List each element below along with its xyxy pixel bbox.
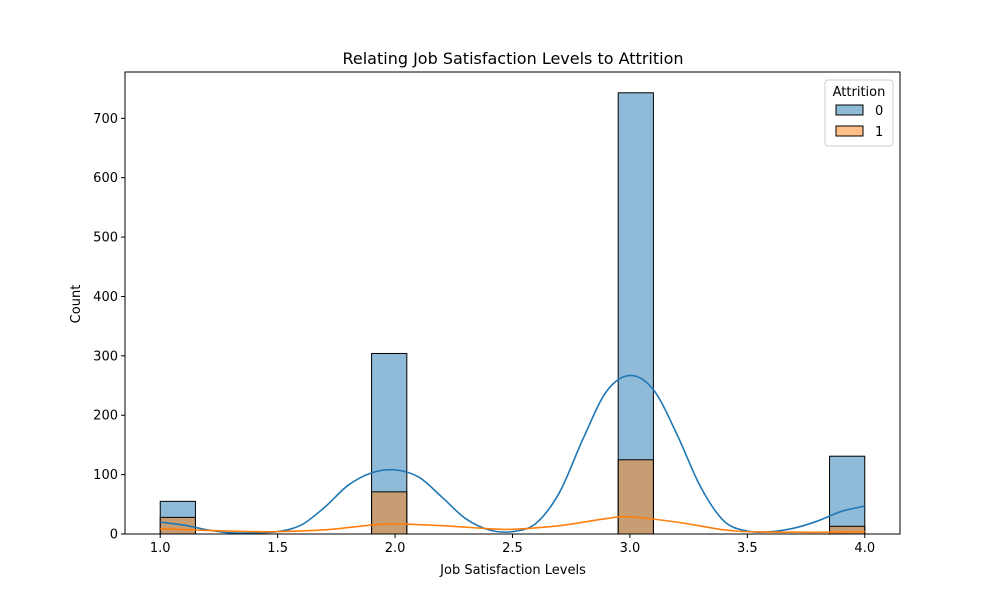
x-tick-label: 2.5 bbox=[502, 541, 523, 556]
x-tick-label: 1.5 bbox=[267, 541, 288, 556]
legend-swatch-1 bbox=[835, 125, 864, 137]
legend-label-1: 1 bbox=[875, 125, 883, 140]
kde-line-series-1 bbox=[160, 515, 865, 534]
y-tick-label: 0 bbox=[110, 528, 118, 543]
legend: Attrition 0 1 bbox=[824, 79, 894, 147]
y-tick-label: 700 bbox=[93, 112, 118, 127]
y-tick-label: 200 bbox=[93, 409, 118, 424]
x-tick-label: 3.5 bbox=[737, 541, 758, 556]
y-axis-label: Count bbox=[69, 285, 84, 324]
plot-area: 1.0 1.5 2.0 2.5 3.0 3.5 4.0 0 100 200 300 400 500 600… bbox=[93, 71, 901, 556]
axes-frame bbox=[124, 71, 901, 535]
y-tick-label: 100 bbox=[93, 468, 118, 483]
x-tick-label: 2.0 bbox=[385, 541, 406, 556]
x-tick-label: 3.0 bbox=[620, 541, 641, 556]
y-tick-label: 400 bbox=[93, 290, 118, 305]
chart-title: Relating Job Satisfaction Levels to Attr… bbox=[342, 49, 683, 68]
bar-series-1-1 bbox=[371, 491, 408, 535]
legend-label-0: 0 bbox=[875, 104, 883, 119]
y-tick-label: 500 bbox=[93, 231, 118, 246]
x-tick-label: 1.0 bbox=[150, 541, 171, 556]
bar-series-0-3 bbox=[829, 455, 866, 535]
kde-line-series-0 bbox=[160, 374, 865, 534]
y-tick-label: 300 bbox=[93, 349, 118, 364]
x-axis-label: Job Satisfaction Levels bbox=[439, 563, 586, 578]
x-tick-label: 4.0 bbox=[854, 541, 875, 556]
bar-series-1-2 bbox=[617, 459, 654, 535]
y-tick-label: 600 bbox=[93, 171, 118, 186]
legend-title: Attrition bbox=[833, 85, 886, 100]
legend-swatch-0 bbox=[835, 104, 864, 116]
